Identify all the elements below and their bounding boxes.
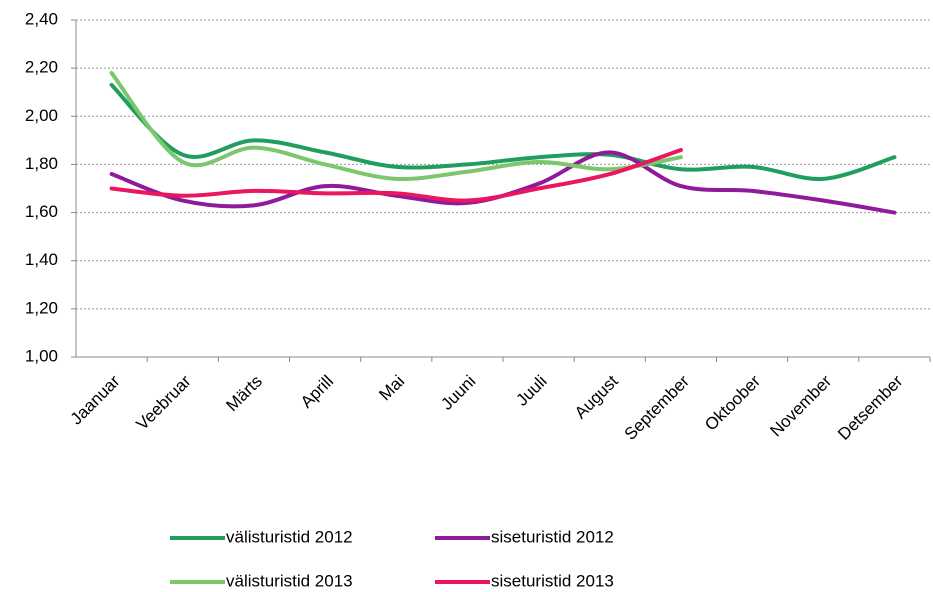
legend-label: välisturistid 2012: [226, 527, 353, 546]
y-tick-label: 1,60: [25, 202, 58, 221]
x-tick-label: September: [621, 371, 693, 443]
series-line: [109, 70, 683, 182]
series-line: [109, 82, 897, 181]
x-tick-label: Veebruar: [133, 371, 195, 433]
x-tick-label: Juuni: [437, 372, 479, 414]
x-tick-label: November: [766, 371, 835, 440]
y-tick-label: 1,40: [25, 250, 58, 269]
y-tick-label: 2,40: [25, 9, 58, 28]
y-tick-label: 1,80: [25, 154, 58, 173]
x-tick-label: Mai: [375, 372, 408, 405]
x-tick-label: Juuli: [512, 372, 550, 410]
series-line: [109, 147, 683, 203]
y-tick-label: 1,00: [25, 346, 58, 365]
x-tick-label: Jaanuar: [67, 371, 124, 428]
y-tick-label: 2,00: [25, 106, 58, 125]
legend-label: välisturistid 2013: [226, 571, 353, 590]
y-tick-label: 2,20: [25, 58, 58, 77]
x-tick-label: Oktoober: [701, 371, 764, 434]
x-tick-label: Detsember: [834, 371, 906, 443]
x-tick-label: Märts: [222, 372, 265, 415]
legend-label: siseturistid 2012: [491, 527, 614, 546]
legend-label: siseturistid 2013: [491, 571, 614, 590]
x-tick-label: Aprill: [297, 372, 337, 412]
x-tick-label: August: [571, 371, 622, 422]
y-tick-label: 1,20: [25, 298, 58, 317]
